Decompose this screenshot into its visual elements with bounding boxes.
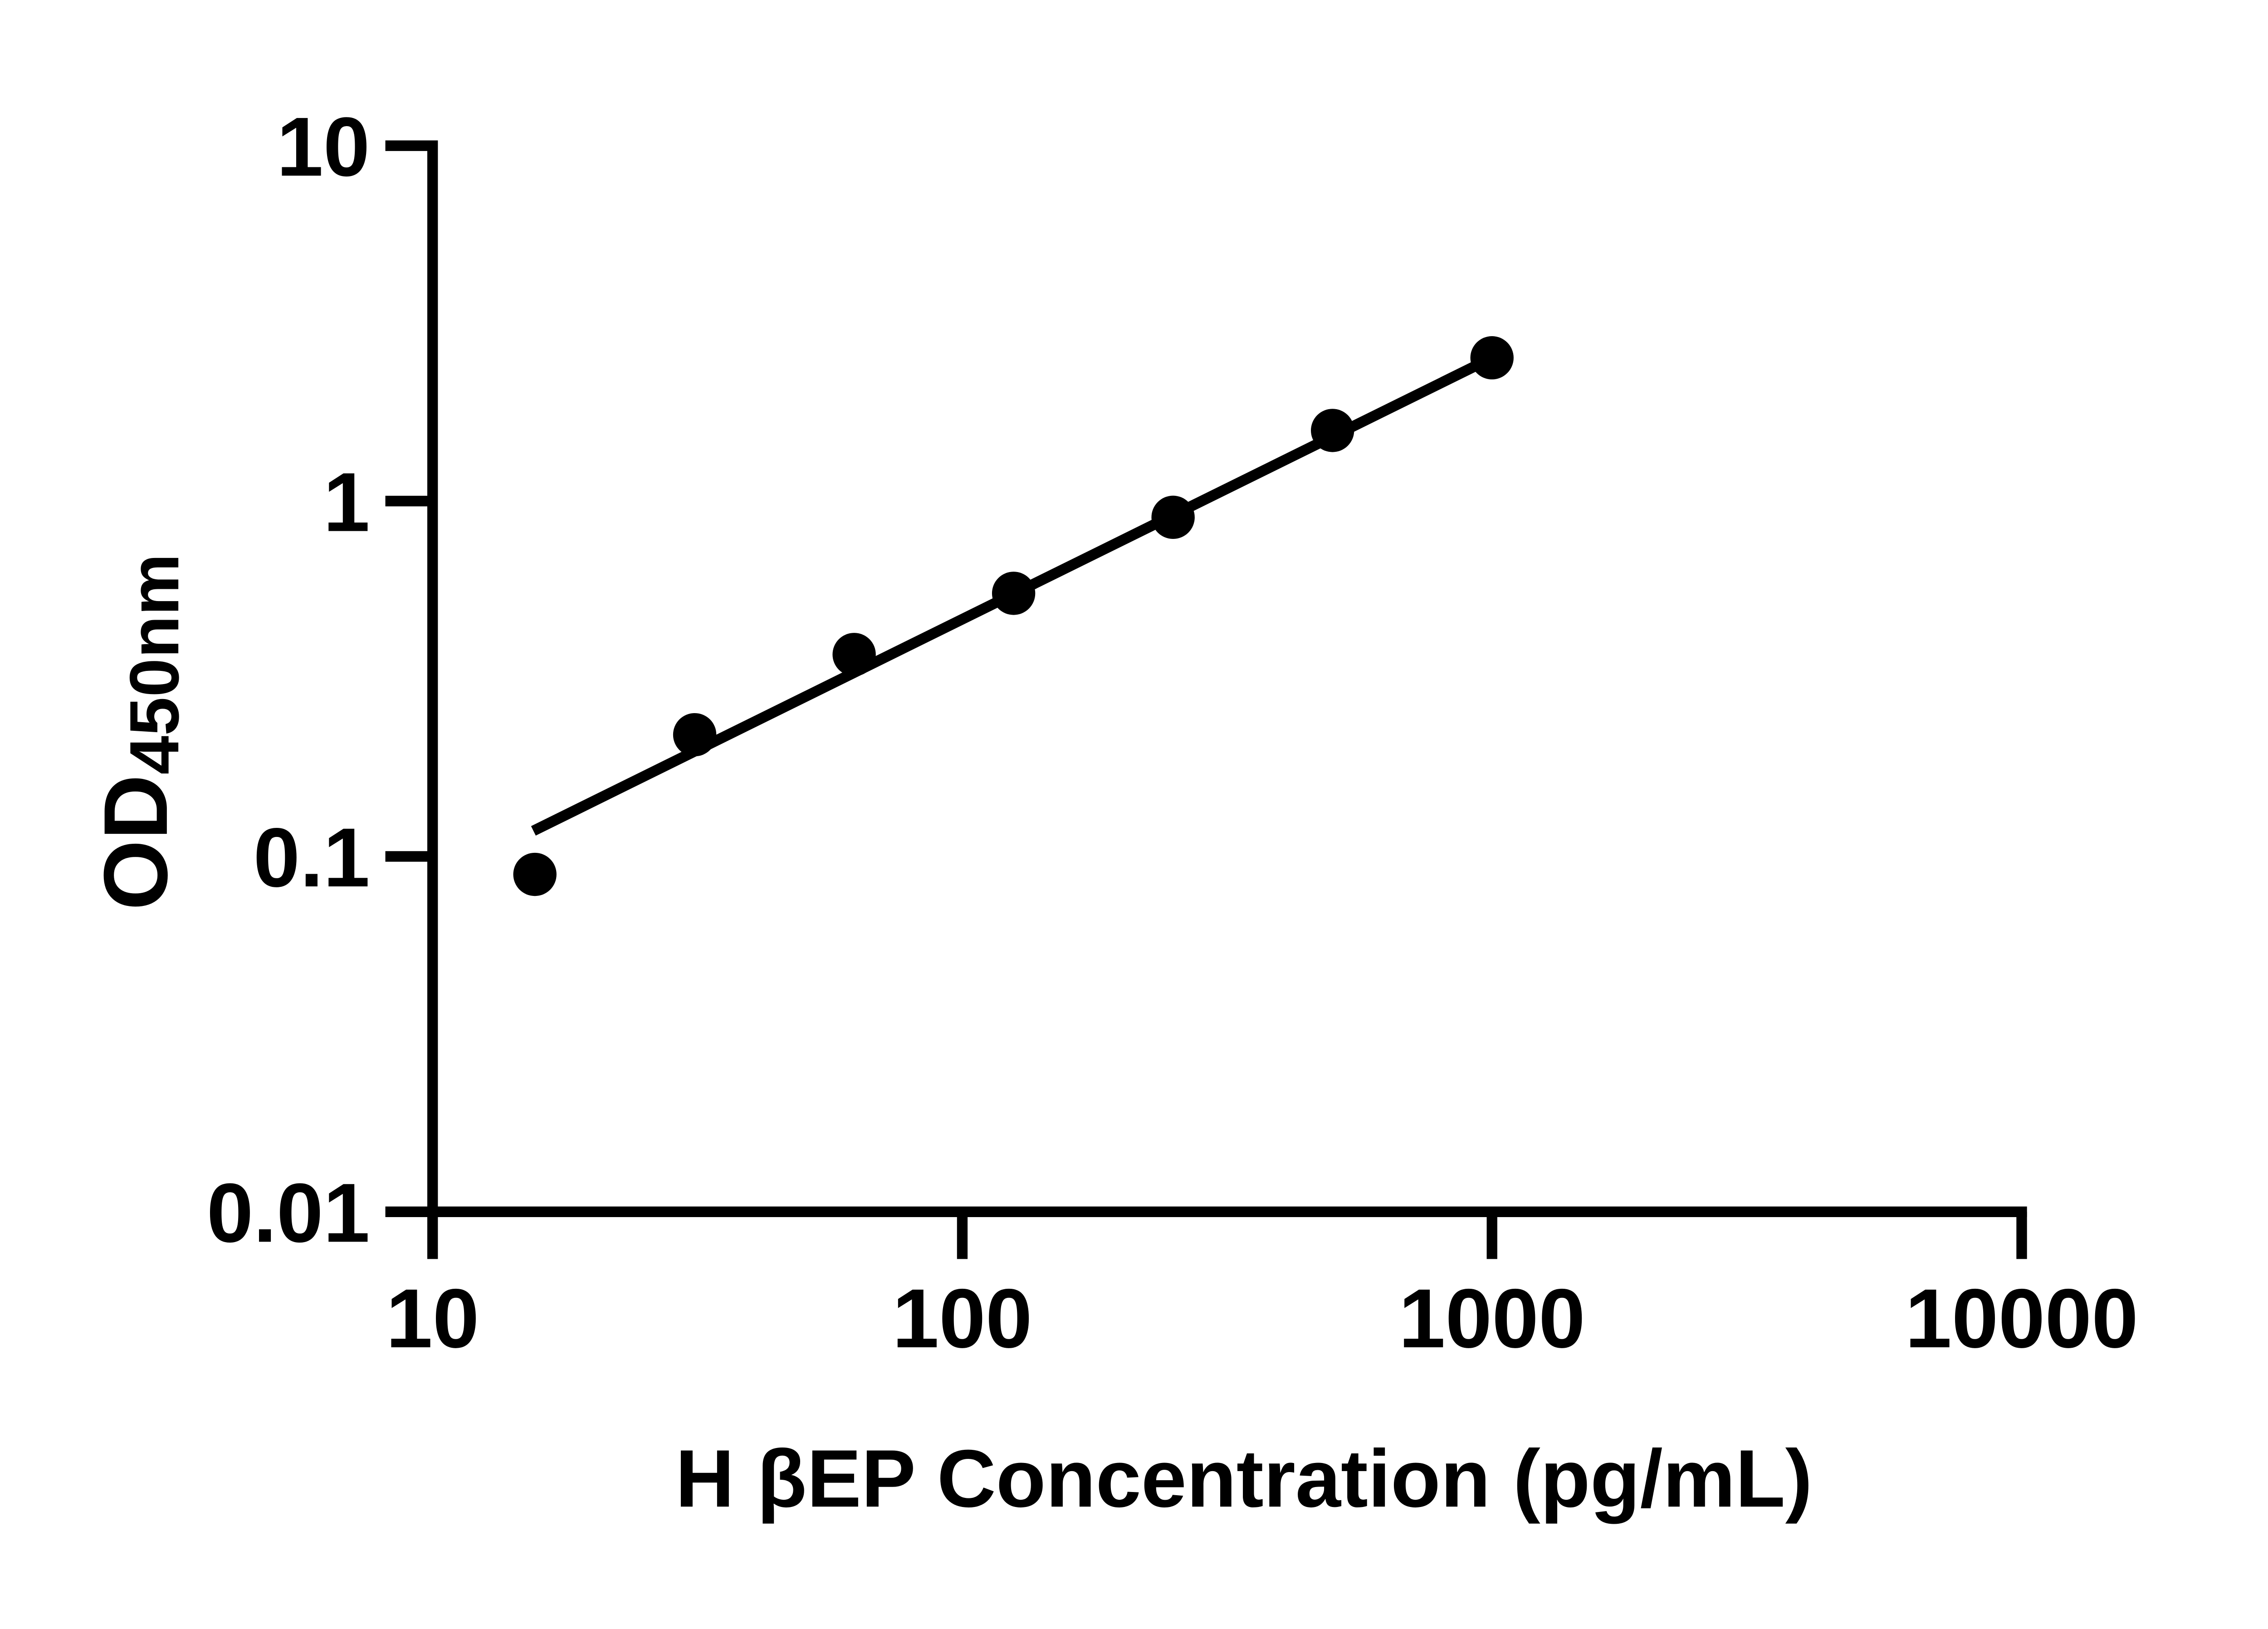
axes-layer (427, 140, 2027, 1217)
y-tick-label: 0.01 (207, 1166, 370, 1260)
plot-layer (513, 336, 1514, 896)
x-tick-label: 10000 (1905, 1272, 2138, 1365)
data-point (992, 572, 1036, 615)
y-axis-title-main: OD (85, 774, 186, 910)
ticks-layer (385, 140, 2027, 1259)
y-tick-label: 0.1 (253, 811, 370, 905)
data-point (1310, 409, 1354, 452)
y-tick-label: 1 (323, 456, 370, 549)
y-axis-title-sub-450nm: 450nm (115, 553, 193, 774)
y-axis-title: OD450nm (85, 553, 193, 910)
data-point (513, 852, 557, 896)
x-tick-label: 100 (892, 1272, 1032, 1365)
elisa-standard-curve-figure: 10 1 0.1 0.01 10 100 1000 10000 H βEP Concentra… (85, 100, 2139, 1525)
data-point (1151, 495, 1195, 539)
x-tick-label: 10 (386, 1272, 479, 1365)
y-tick-label: 10 (277, 100, 370, 194)
x-axis-title: H βEP Concentration (pg/mL) (675, 1433, 1813, 1524)
data-point (832, 633, 876, 676)
data-point (1470, 336, 1514, 380)
axis-spine (427, 140, 2027, 1217)
data-point (673, 713, 717, 757)
x-tick-label: 1000 (1399, 1272, 1585, 1365)
